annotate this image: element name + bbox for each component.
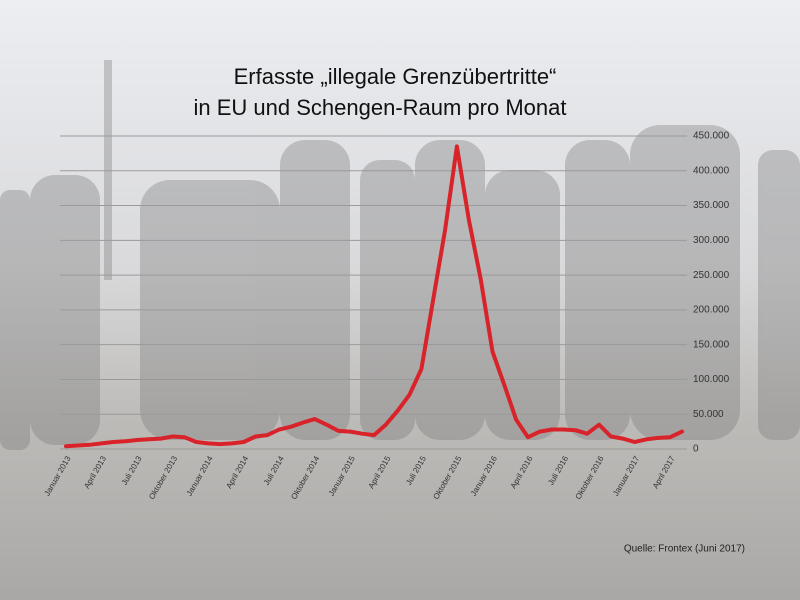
y-tick-label: 200.000 — [693, 305, 730, 316]
y-tick-label: 150.000 — [693, 339, 730, 350]
y-tick-label: 350.000 — [693, 200, 730, 211]
y-tick-label: 100.000 — [693, 374, 730, 385]
y-tick-label: 450.000 — [693, 131, 730, 142]
y-tick-label: 0 — [693, 444, 699, 455]
y-tick-label: 250.000 — [693, 270, 730, 281]
y-tick-label: 50.000 — [693, 409, 724, 420]
data-line — [64, 144, 684, 449]
y-tick-label: 400.000 — [693, 165, 730, 176]
source-note: Quelle: Frontex (Juni 2017) — [624, 544, 745, 555]
y-tick-label: 300.000 — [693, 235, 730, 246]
chart-title: Erfasste „illegale Grenzübertritte“ — [234, 64, 557, 89]
chart-title: in EU und Schengen-Raum pro Monat — [194, 95, 567, 120]
